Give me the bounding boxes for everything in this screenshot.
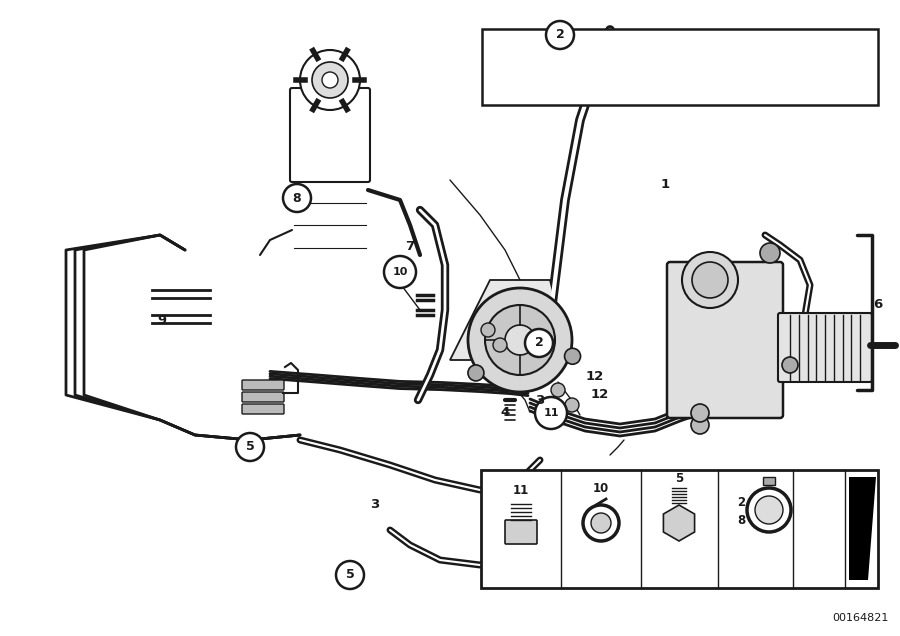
Text: 11: 11 [513, 483, 529, 497]
Circle shape [300, 50, 360, 110]
Text: 8: 8 [737, 513, 745, 527]
Circle shape [525, 329, 553, 357]
Text: 8: 8 [292, 191, 302, 205]
Circle shape [236, 433, 264, 461]
Bar [763, 477, 775, 485]
FancyBboxPatch shape [778, 313, 872, 382]
Text: 3: 3 [536, 394, 544, 406]
Circle shape [481, 323, 495, 337]
Circle shape [583, 505, 619, 541]
Text: 00164821: 00164821 [832, 613, 888, 623]
Text: 11: 11 [544, 408, 559, 418]
Text: 6: 6 [873, 298, 883, 312]
Text: 12: 12 [591, 389, 609, 401]
Circle shape [485, 305, 555, 375]
FancyBboxPatch shape [242, 404, 284, 414]
Circle shape [312, 62, 348, 98]
FancyBboxPatch shape [242, 380, 284, 390]
Text: 3: 3 [371, 499, 380, 511]
Text: 9: 9 [158, 314, 166, 326]
Text: 2: 2 [535, 336, 544, 350]
FancyBboxPatch shape [667, 262, 783, 418]
Polygon shape [663, 505, 695, 541]
Bar [482, 29, 878, 105]
Circle shape [546, 21, 574, 49]
Circle shape [564, 349, 580, 364]
Bar [481, 470, 878, 588]
Polygon shape [849, 477, 876, 580]
Circle shape [468, 365, 484, 381]
Text: 2: 2 [737, 495, 745, 509]
FancyBboxPatch shape [505, 520, 537, 544]
Text: 10: 10 [392, 267, 408, 277]
Circle shape [283, 184, 311, 212]
Circle shape [468, 288, 572, 392]
Text: 12: 12 [586, 371, 604, 384]
Text: 5: 5 [246, 441, 255, 453]
Polygon shape [450, 280, 570, 360]
Text: 4: 4 [500, 406, 509, 418]
Text: 1: 1 [661, 179, 670, 191]
Circle shape [551, 383, 565, 397]
Circle shape [755, 496, 783, 524]
Text: 5: 5 [346, 569, 355, 581]
Circle shape [682, 252, 738, 308]
Circle shape [747, 488, 791, 532]
Text: 10: 10 [593, 481, 609, 495]
Circle shape [691, 416, 709, 434]
Circle shape [535, 397, 567, 429]
FancyBboxPatch shape [290, 88, 370, 182]
Text: 5: 5 [675, 471, 683, 485]
Text: 2: 2 [555, 29, 564, 41]
Circle shape [505, 325, 535, 355]
Circle shape [493, 338, 507, 352]
Circle shape [322, 72, 338, 88]
Circle shape [691, 404, 709, 422]
Circle shape [565, 398, 579, 412]
Circle shape [384, 256, 416, 288]
Circle shape [336, 561, 364, 589]
Text: 7: 7 [405, 240, 415, 254]
Circle shape [760, 243, 780, 263]
Circle shape [591, 513, 611, 533]
Circle shape [782, 357, 798, 373]
Circle shape [692, 262, 728, 298]
FancyBboxPatch shape [242, 392, 284, 402]
